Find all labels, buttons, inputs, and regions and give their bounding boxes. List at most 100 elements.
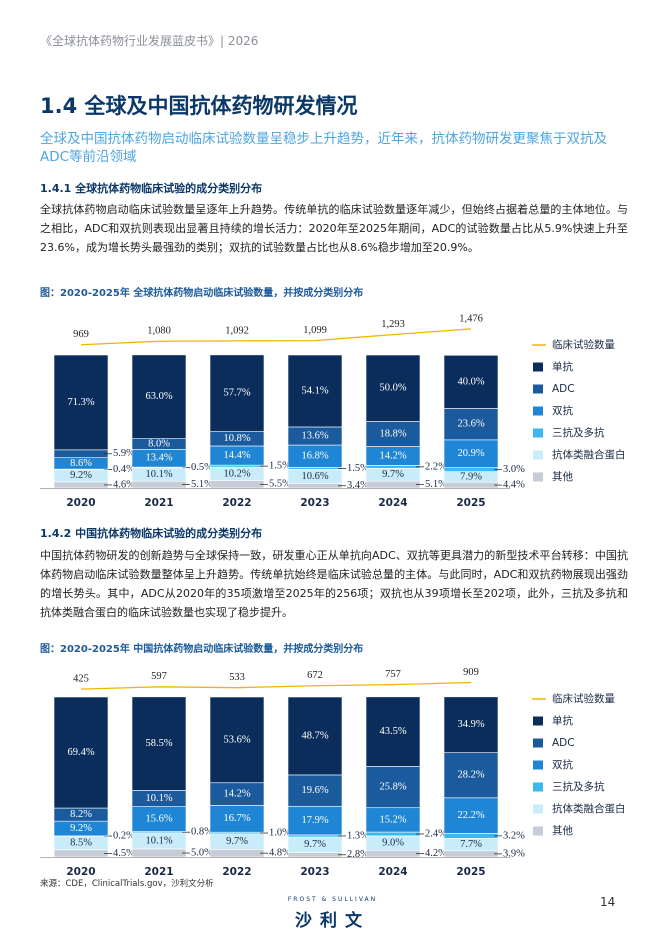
chart: 4.5% 8.5% 0.2% 9.2% 8.2% 69.4% 2020 5.0% 10.1% 0.…	[40, 667, 626, 878]
source-note: 来源：CDE，ClinicalTrials.gov，沙利文分析	[40, 879, 214, 889]
bar-segment	[53, 849, 109, 858]
x-tick-label: 2023	[300, 866, 329, 878]
data-label: 10.1%	[145, 469, 172, 480]
x-tick-label: 2023	[300, 497, 329, 509]
bar-segment	[443, 439, 499, 468]
data-label: 3.9%	[503, 848, 525, 859]
line-label: 425	[73, 674, 89, 685]
data-label: 4.5%	[113, 848, 135, 859]
x-tick-label: 2022	[222, 866, 251, 878]
data-label: 57.7%	[223, 388, 250, 399]
legend-swatch	[533, 384, 543, 394]
bar-segment	[53, 354, 109, 451]
page-number: 14	[600, 895, 616, 909]
trend-line	[80, 328, 472, 346]
line-label: 1,476	[459, 313, 483, 324]
brand-en: FROST & SULLIVAN	[287, 896, 378, 903]
bar-segment	[131, 354, 187, 439]
data-label: 63.0%	[145, 391, 172, 402]
legend-swatch	[533, 826, 543, 836]
legend-swatch	[533, 428, 543, 438]
data-label: 14.2%	[223, 789, 250, 800]
trend-line	[80, 681, 472, 690]
line-label: 1,099	[303, 325, 327, 336]
data-label: 16.7%	[223, 813, 250, 824]
data-label: 15.2%	[379, 814, 406, 825]
data-label: 8.2%	[70, 809, 92, 820]
data-label: 9.7%	[304, 839, 326, 850]
bar-segment	[443, 850, 499, 858]
bar-segment	[365, 831, 421, 837]
bar-segment	[53, 696, 109, 809]
x-tick-label: 2024	[378, 866, 407, 878]
bar-segment	[209, 805, 265, 833]
bar-segment	[443, 797, 499, 834]
x-tick-label: 2025	[456, 497, 485, 509]
brand-cn: 沙利文	[295, 911, 370, 931]
data-label: 40.0%	[457, 376, 484, 387]
data-label: 58.5%	[145, 738, 172, 749]
data-label: 10.6%	[301, 471, 328, 482]
data-label: 7.7%	[460, 839, 482, 850]
bar-segment	[287, 696, 343, 776]
data-label: 3.4%	[347, 480, 369, 491]
data-label: 10.2%	[223, 468, 250, 479]
subsection-title: 1.4.1 全球抗体药物临床试验的成分类别分布	[40, 182, 263, 195]
legend-label: 其他	[552, 470, 573, 483]
legend-swatch	[533, 738, 543, 748]
legend-swatch	[533, 406, 543, 416]
data-label: 2.2%	[425, 461, 447, 472]
bar-segment	[131, 848, 187, 858]
bar-segment	[365, 696, 421, 767]
data-label: 1.0%	[269, 827, 291, 838]
data-label: 71.3%	[67, 397, 94, 408]
legend-label: 单抗	[552, 714, 573, 727]
data-label: 5.5%	[269, 479, 291, 490]
bar-segment	[443, 696, 499, 753]
line-label: 909	[463, 667, 479, 678]
header: 《全球抗体药物行业发展蓝皮书》| 2026	[40, 34, 259, 48]
data-label: 14.4%	[223, 450, 250, 461]
legend-label: ADC	[552, 737, 575, 749]
bar-segment	[365, 465, 421, 469]
legend-label: 抗体类融合蛋白	[552, 802, 626, 815]
bar-segment	[209, 480, 265, 489]
data-label: 4.6%	[113, 479, 135, 490]
data-label: 9.7%	[382, 469, 404, 480]
data-label: 5.1%	[191, 479, 213, 490]
bar-segment	[287, 774, 343, 807]
data-label: 54.1%	[301, 385, 328, 396]
legend-swatch	[533, 362, 543, 372]
legend-label: 三抗及多抗	[552, 780, 605, 793]
data-label: 20.9%	[457, 448, 484, 459]
legend-label: 三抗及多抗	[552, 426, 605, 439]
bar-segment	[365, 480, 421, 489]
data-label: 14.2%	[379, 450, 406, 461]
data-label: 13.6%	[301, 430, 328, 441]
data-label: 1.3%	[347, 830, 369, 841]
bar-segment	[53, 449, 109, 458]
data-label: 48.7%	[301, 730, 328, 741]
data-label: 0.5%	[191, 462, 213, 473]
data-label: 25.8%	[379, 781, 406, 792]
data-label: 4.2%	[425, 848, 447, 859]
data-label: 0.4%	[113, 464, 135, 475]
legend-label: 抗体类融合蛋白	[552, 448, 626, 461]
legend-swatch	[533, 472, 543, 482]
data-label: 5.0%	[191, 847, 213, 858]
data-label: 2.4%	[425, 828, 447, 839]
bar-segment	[209, 354, 265, 432]
bar-segment	[287, 805, 343, 836]
data-label: 3.0%	[503, 464, 525, 475]
bar-segment	[287, 834, 343, 838]
legend-label: 双抗	[552, 404, 573, 417]
data-label: 5.1%	[425, 479, 447, 490]
data-label: 19.6%	[301, 785, 328, 796]
x-tick-label: 2020	[66, 866, 95, 878]
bar-segment	[365, 421, 421, 447]
legend-label: ADC	[552, 383, 575, 395]
line-label: 1,080	[147, 326, 171, 337]
data-label: 43.5%	[379, 726, 406, 737]
bar-segment	[365, 354, 421, 422]
